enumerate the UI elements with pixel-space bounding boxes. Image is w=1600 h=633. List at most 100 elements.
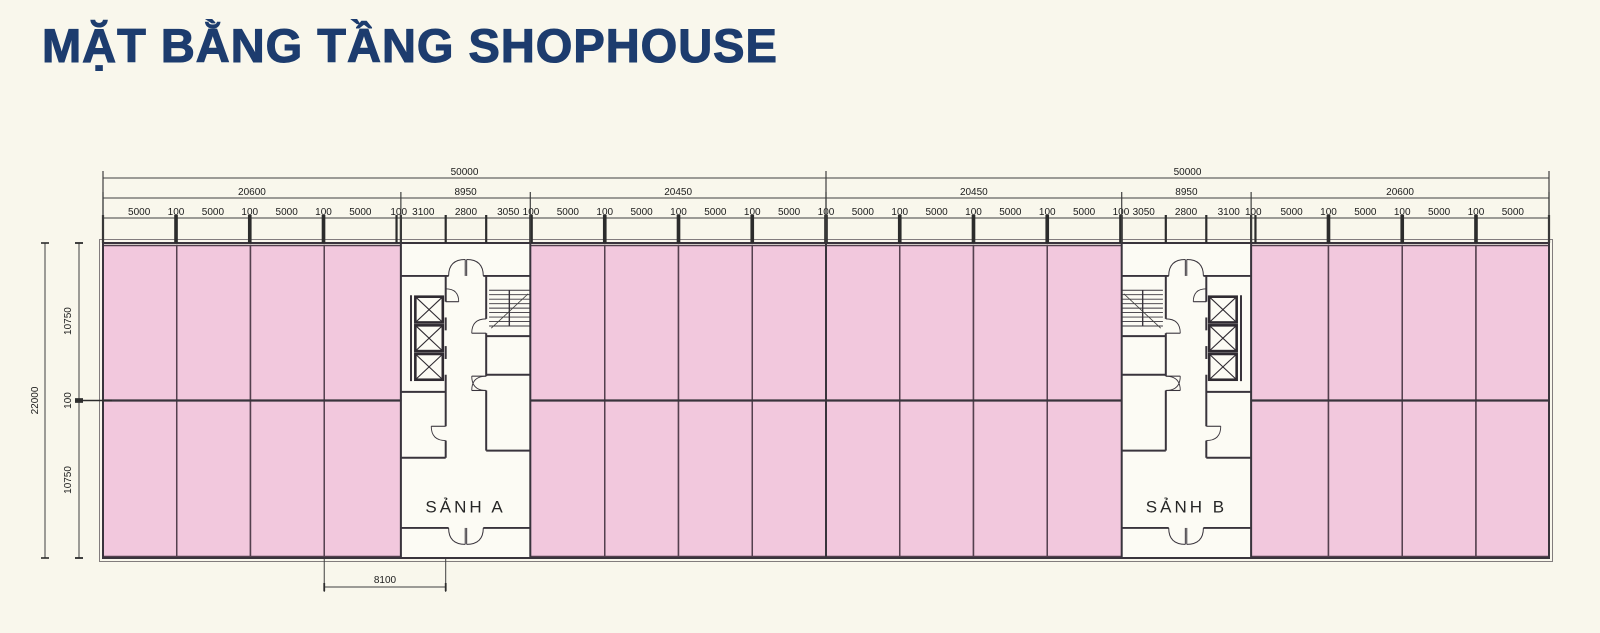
elevator-x-icon <box>1208 324 1238 352</box>
shop-unit <box>1250 399 1330 558</box>
dim-label: 3100 <box>412 207 435 218</box>
shop-unit <box>1046 244 1123 402</box>
dim-label: 8950 <box>1175 187 1198 198</box>
double-door-icon <box>448 527 466 545</box>
shop-unit <box>1401 399 1477 558</box>
door-swing-icon <box>430 426 446 442</box>
dim-label: 50000 <box>451 167 479 178</box>
dim-label: 100 <box>1245 207 1262 218</box>
dim-label: 5000 <box>276 207 299 218</box>
dim-label: 22000 <box>30 386 41 414</box>
dim-label: 100 <box>965 207 982 218</box>
dim-label: 100 <box>891 207 908 218</box>
shop-unit <box>529 399 606 558</box>
double-door-icon <box>466 527 484 545</box>
shop-unit <box>825 244 901 402</box>
dim-label: 5000 <box>778 207 801 218</box>
lobby-label: SẢNH B <box>1146 497 1227 516</box>
double-door-icon <box>1186 527 1204 545</box>
page-title: MẶT BẰNG TẦNG SHOPHOUSE <box>41 18 778 72</box>
elevator-x-icon <box>414 296 444 323</box>
dim-label: 100 <box>1394 207 1411 218</box>
dim-label: 100 <box>1320 207 1337 218</box>
dim-label: 50000 <box>1174 167 1202 178</box>
stair-break-line <box>490 293 529 329</box>
dim-label: 5000 <box>202 207 225 218</box>
dim-label: 5000 <box>557 207 580 218</box>
shop-unit <box>249 399 325 558</box>
elevator-icon <box>1207 324 1238 353</box>
stair-break-line <box>1123 293 1162 329</box>
dim-label: 5000 <box>1428 207 1451 218</box>
dim-label: 5000 <box>631 207 654 218</box>
double-door-icon <box>448 258 466 276</box>
elevator-x-icon <box>1208 296 1238 323</box>
door-swing-icon <box>445 288 460 302</box>
dim-label: 5000 <box>1502 207 1525 218</box>
shop-unit <box>1475 399 1550 558</box>
dim-label: 5000 <box>704 207 727 218</box>
dim-label: 100 <box>168 207 185 218</box>
dim-label: 10750 <box>63 307 74 335</box>
dim-label: 5000 <box>128 207 151 218</box>
elevator-icon <box>414 295 445 324</box>
shop-unit <box>677 399 754 558</box>
shop-unit <box>323 399 402 558</box>
elevator-icon <box>1207 352 1238 382</box>
dim-label: 100 <box>1468 207 1485 218</box>
dim-label: 3050 <box>497 207 520 218</box>
shop-unit <box>1046 399 1123 558</box>
door-swing-icon <box>471 375 487 391</box>
elevator-x-icon <box>414 353 444 381</box>
shop-unit <box>175 399 252 558</box>
door-swing-icon <box>1165 318 1181 334</box>
shop-unit <box>972 399 1048 558</box>
dim-label: 8100 <box>374 575 397 586</box>
dim-label: 3050 <box>1133 207 1156 218</box>
shop-unit <box>898 244 975 402</box>
shop-unit <box>175 244 252 402</box>
dim-label: 5000 <box>852 207 875 218</box>
dim-label: 5000 <box>1354 207 1377 218</box>
dim-label: 100 <box>744 207 761 218</box>
dim-label: 2800 <box>1175 207 1198 218</box>
double-door-icon <box>1168 527 1186 545</box>
shop-unit <box>102 244 178 402</box>
shop-unit <box>604 399 680 558</box>
double-door-icon <box>1186 258 1204 276</box>
door-swing-icon <box>1165 375 1181 391</box>
shop-unit <box>751 244 827 402</box>
shop-unit <box>751 399 827 558</box>
double-door-icon <box>1168 258 1186 276</box>
dim-label: 5000 <box>349 207 372 218</box>
elevator-icon <box>414 352 445 382</box>
shop-unit <box>677 244 754 402</box>
shop-unit <box>323 244 402 402</box>
dim-label: 100 <box>390 207 407 218</box>
dim-label: 5000 <box>999 207 1022 218</box>
door-swing-icon <box>471 318 487 334</box>
lobby-label: SẢNH A <box>425 497 505 516</box>
shop-unit <box>972 244 1048 402</box>
dim-label: 20450 <box>960 187 988 198</box>
shop-unit <box>1250 244 1330 402</box>
shop-unit <box>1327 244 1403 402</box>
dim-label: 20600 <box>238 187 266 198</box>
elevator-x-icon <box>1208 353 1238 381</box>
dim-label: 100 <box>1039 207 1056 218</box>
shop-unit <box>1327 399 1403 558</box>
shop-unit <box>1475 244 1550 402</box>
elevator-icon <box>1207 295 1238 324</box>
dim-label: 8950 <box>454 187 477 198</box>
dim-label: 2800 <box>455 207 478 218</box>
dim-label: 100 <box>523 207 540 218</box>
door-swing-icon <box>1206 426 1222 442</box>
dim-label: 10750 <box>63 466 74 494</box>
dim-label: 100 <box>315 207 332 218</box>
dim-label: 5000 <box>1073 207 1096 218</box>
dim-label: 20600 <box>1386 187 1414 198</box>
dim-label: 100 <box>596 207 613 218</box>
dim-label: 3100 <box>1218 207 1241 218</box>
